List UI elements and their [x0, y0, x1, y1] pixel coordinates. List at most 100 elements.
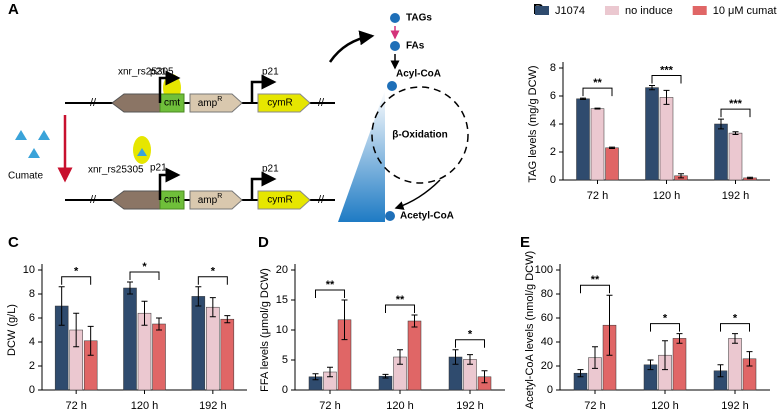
effect-arrow	[328, 30, 375, 63]
cumate-icon	[38, 130, 50, 140]
gene-arrow	[257, 190, 311, 210]
x-tick-label: 72 h	[319, 400, 340, 412]
y-tick-label: 0	[547, 384, 553, 396]
significance-bracket	[455, 339, 485, 348]
error-bar	[647, 359, 654, 371]
break-mark: //	[318, 97, 325, 109]
metabolite-dot	[390, 41, 400, 51]
x-tick-label: 120 h	[386, 400, 414, 412]
significance-label: **	[396, 294, 405, 306]
y-axis-label: Acetyl-CoA levels (nmol/g DCW)	[524, 251, 536, 409]
error-bar	[662, 340, 668, 371]
chart: D 0 5 10 15 20 FFA levels (μmol/g DCW) 72 h ** 12…	[258, 234, 505, 412]
error-bar	[746, 351, 753, 367]
y-tick-label: 10	[276, 324, 288, 336]
promoter-label: p21	[262, 67, 279, 78]
significance-label: *	[211, 266, 216, 278]
significance-bracket	[385, 304, 415, 313]
significance-label: **	[326, 279, 335, 291]
error-bar	[481, 370, 488, 384]
promoter-arrow	[158, 167, 181, 200]
metabolite-label: FAs	[406, 41, 425, 52]
error-bar	[341, 299, 348, 341]
error-bar	[747, 176, 753, 180]
y-tick-label: 20	[276, 264, 288, 276]
error-bar	[156, 317, 162, 331]
metabolite-dot	[385, 211, 395, 221]
significance-bracket	[720, 108, 751, 118]
error-bar	[718, 118, 724, 130]
significance-bracket	[315, 289, 345, 298]
break-mark: //	[90, 194, 97, 206]
promoter-label: p21	[150, 163, 167, 174]
gene-arrow	[189, 93, 243, 113]
error-bar	[594, 107, 601, 110]
y-tick-label: 0	[282, 384, 288, 396]
significance-bracket	[129, 271, 160, 280]
error-bar	[224, 315, 231, 324]
construct-top: // // xnr_rs25305 cmt p21 ampR p21 cymR	[65, 67, 335, 113]
metabolite-dot	[387, 81, 397, 91]
legend-swatch	[692, 6, 707, 15]
bar	[728, 338, 742, 391]
gene-label: cmt	[164, 195, 180, 206]
cycle	[371, 86, 469, 184]
break-mark: //	[318, 194, 325, 206]
promoter-arrow	[250, 74, 277, 103]
gene-label: cymR	[267, 98, 293, 109]
x-tick-label: 192 h	[199, 400, 227, 412]
error-bar	[732, 333, 738, 344]
error-bar	[452, 349, 459, 365]
significance-bracket	[720, 323, 750, 332]
significance-label: ***	[660, 64, 674, 76]
y-tick-label: 10	[23, 264, 35, 276]
y-tick-label: 20	[541, 360, 553, 372]
break-mark: //	[90, 97, 97, 109]
significance-label: *	[142, 261, 147, 273]
x-tick-label: 120 h	[131, 400, 159, 412]
significance-label: *	[468, 329, 473, 341]
bar	[714, 123, 728, 181]
gene-label: ampR	[198, 193, 223, 206]
y-tick-label: 8	[29, 288, 35, 300]
x-tick-label: 192 h	[722, 190, 750, 202]
pathway-arrow	[394, 179, 441, 210]
error-bar	[577, 369, 584, 378]
x-tick-label: 72 h	[584, 400, 605, 412]
promoter-arrow	[158, 70, 181, 103]
legend-label: no induce	[625, 5, 673, 17]
error-bar	[467, 354, 473, 365]
x-tick-label: 120 h	[653, 190, 681, 202]
panel-a: A // // xnr_rs25305 cmt p21 ampR p21 cym…	[8, 1, 469, 222]
significance-bracket	[650, 323, 680, 332]
y-tick-label: 4	[550, 118, 556, 130]
gene-label: cymR	[267, 195, 293, 206]
error-bar	[209, 297, 216, 318]
chart: C 0 2 4 6 8 10 DCW (g/L) 72 h * 120 h * 192 h *	[6, 234, 247, 412]
significance-label: *	[733, 313, 738, 325]
metabolite-dot	[390, 13, 400, 23]
y-tick-label: 40	[541, 336, 553, 348]
metabolite-label: Acyl-CoA	[396, 69, 441, 80]
error-bar	[717, 364, 724, 378]
error-bar	[312, 373, 319, 381]
bar	[590, 108, 605, 181]
y-axis-label: DCW (g/L)	[6, 304, 18, 356]
legend-label: 10 μM cumate	[713, 5, 777, 17]
x-tick-label: 192 h	[721, 400, 749, 412]
error-bar	[580, 97, 586, 100]
y-tick-label: 15	[276, 294, 288, 306]
panel-label: E	[520, 234, 530, 251]
y-tick-label: 60	[541, 312, 553, 324]
bar	[152, 323, 166, 391]
error-bar	[676, 333, 683, 344]
bar	[123, 287, 137, 391]
y-tick-label: 6	[550, 90, 556, 102]
legend-swatch	[604, 6, 619, 15]
gradient-wedge	[338, 90, 385, 222]
y-tick-label: 0	[550, 174, 556, 186]
significance-bracket	[651, 75, 682, 84]
